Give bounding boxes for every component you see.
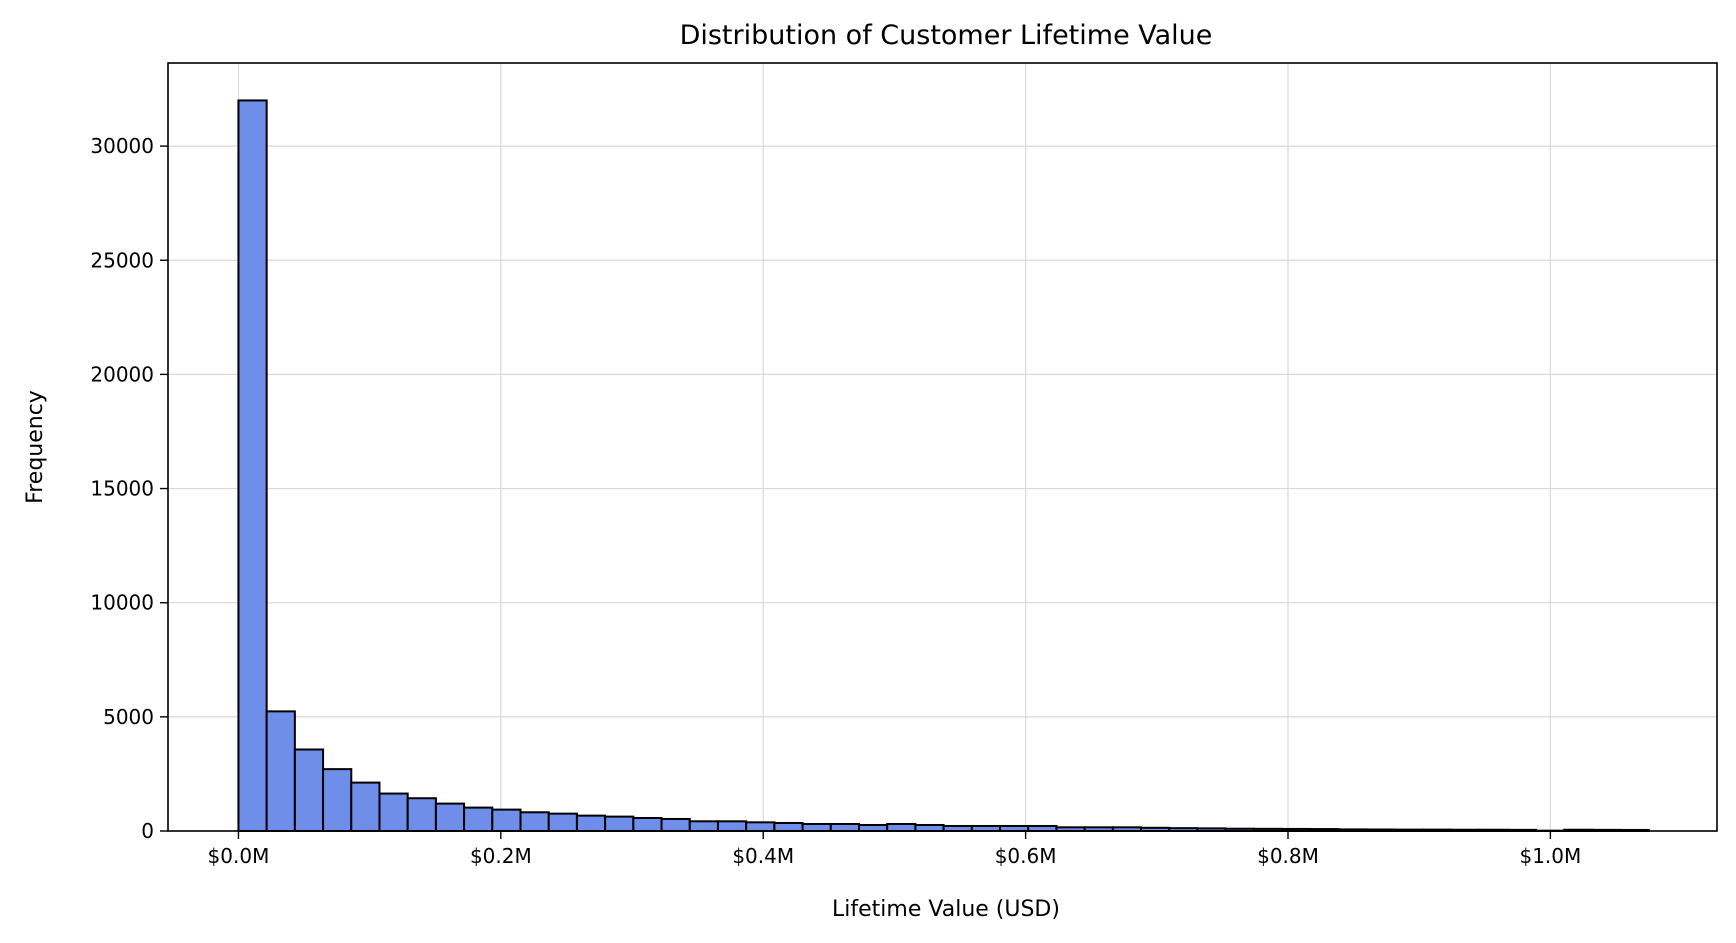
histogram-bar bbox=[746, 822, 774, 831]
y-tick-label: 0 bbox=[141, 819, 154, 843]
histogram-bar bbox=[464, 808, 492, 831]
x-tick-label: $0.4M bbox=[732, 844, 794, 868]
histogram-bar bbox=[492, 810, 520, 831]
grid-lines bbox=[168, 63, 1717, 831]
x-tick-label: $0.6M bbox=[995, 844, 1057, 868]
histogram-bar bbox=[803, 824, 831, 831]
histogram-bar bbox=[577, 816, 605, 831]
histogram-bar bbox=[351, 783, 379, 831]
y-tick-label: 20000 bbox=[90, 362, 154, 386]
histogram-bar bbox=[859, 825, 887, 831]
histogram-bar bbox=[323, 769, 351, 831]
histogram-bar bbox=[774, 823, 802, 831]
y-tick-label: 15000 bbox=[90, 477, 154, 501]
histogram-bar bbox=[238, 100, 266, 831]
histogram-bar bbox=[690, 821, 718, 831]
histogram-bar bbox=[662, 819, 690, 831]
histogram-bar bbox=[887, 824, 915, 831]
x-tick-label: $0.8M bbox=[1257, 844, 1319, 868]
histogram-bar bbox=[633, 818, 661, 831]
x-axis-label: Lifetime Value (USD) bbox=[832, 897, 1060, 922]
histogram-bar bbox=[408, 798, 436, 831]
x-tick-label: $1.0M bbox=[1519, 844, 1581, 868]
x-axis-ticks: $0.0M $0.2M $0.4M $0.6M $0.8M $1.0M bbox=[208, 831, 1582, 868]
y-tick-label: 25000 bbox=[90, 248, 154, 272]
histogram-bar bbox=[915, 825, 943, 831]
chart-title: Distribution of Customer Lifetime Value bbox=[680, 20, 1213, 51]
y-tick-label: 5000 bbox=[103, 705, 154, 729]
histogram-bar bbox=[831, 824, 859, 831]
axes-frame bbox=[168, 63, 1717, 831]
y-axis-ticks: 0 5000 10000 15000 20000 25000 30000 bbox=[90, 134, 168, 843]
y-tick-label: 10000 bbox=[90, 591, 154, 615]
histogram-bar bbox=[379, 794, 407, 831]
histogram-bar bbox=[605, 817, 633, 831]
histogram-bar bbox=[295, 749, 323, 831]
histogram-bar bbox=[267, 711, 295, 831]
histogram-bar bbox=[549, 814, 577, 831]
y-tick-label: 30000 bbox=[90, 134, 154, 158]
histogram-bars bbox=[238, 100, 1648, 831]
x-tick-label: $0.0M bbox=[208, 844, 270, 868]
histogram-bar bbox=[718, 821, 746, 831]
y-axis-label: Frequency bbox=[23, 390, 48, 504]
histogram-bar bbox=[436, 804, 464, 831]
x-tick-label: $0.2M bbox=[470, 844, 532, 868]
histogram-bar bbox=[521, 812, 549, 831]
